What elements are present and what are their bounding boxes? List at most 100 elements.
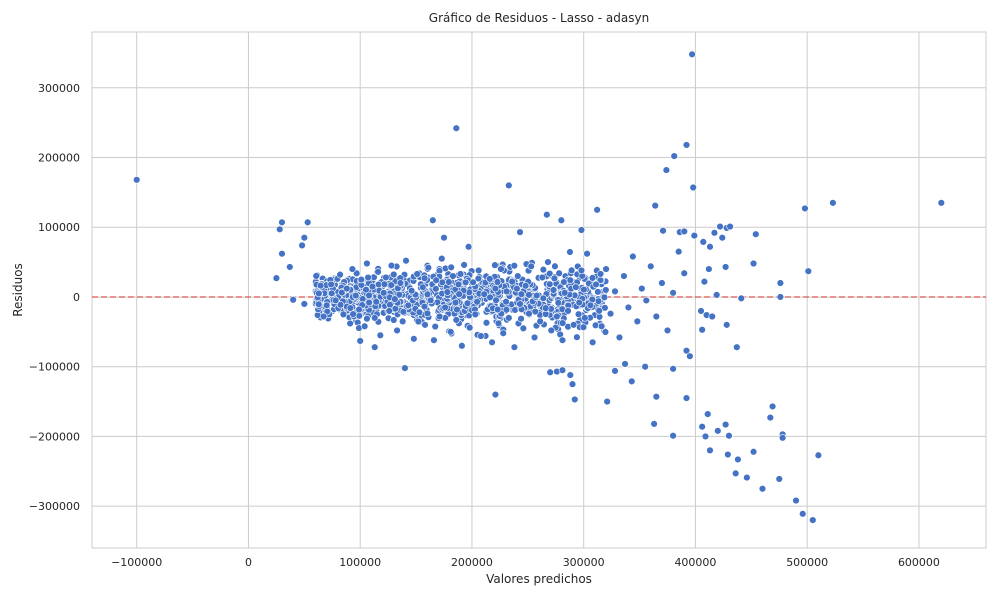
scatter-point — [680, 227, 688, 236]
x-tick-label: 500000 — [786, 556, 828, 569]
scatter-point — [682, 346, 691, 355]
scatter-point — [474, 266, 483, 275]
scatter-point — [469, 278, 477, 287]
scatter-point — [510, 262, 519, 270]
scatter-point — [451, 298, 460, 307]
scatter-point — [454, 280, 463, 289]
scatter-point — [363, 314, 371, 323]
scatter-point — [778, 434, 787, 442]
scatter-point — [303, 218, 312, 227]
x-tick-label: 200000 — [451, 556, 493, 569]
scatter-point — [580, 285, 588, 294]
scatter-point — [558, 336, 567, 344]
scatter-point — [525, 291, 533, 299]
scatter-point — [355, 305, 363, 314]
scatter-point — [357, 275, 366, 284]
scatter-point — [390, 316, 398, 324]
scatter-point — [435, 312, 444, 321]
scatter-point — [575, 298, 583, 307]
scatter-point — [410, 335, 418, 343]
scatter-point — [452, 124, 461, 132]
scatter-point — [379, 289, 388, 297]
scatter-point — [776, 293, 785, 301]
scatter-point — [390, 270, 398, 279]
y-tick-label: −200000 — [29, 430, 80, 443]
scatter-point — [365, 298, 373, 307]
scatter-point — [494, 319, 503, 328]
chart-title: Gráfico de Residuos - Lasso - adasyn — [429, 11, 649, 25]
scatter-point — [809, 516, 817, 524]
scatter-point — [624, 303, 633, 312]
scatter-point — [775, 475, 783, 483]
scatter-point — [473, 298, 481, 306]
scatter-point — [346, 304, 355, 312]
scatter-point — [420, 274, 429, 282]
scatter-point — [432, 276, 440, 284]
scatter-point — [391, 295, 399, 303]
scatter-point — [593, 206, 601, 214]
scatter-point — [447, 328, 455, 336]
scatter-point — [542, 304, 550, 312]
scatter-point — [594, 297, 603, 305]
x-tick-label: 400000 — [674, 556, 716, 569]
scatter-point — [491, 390, 500, 399]
scatter-point — [682, 141, 691, 149]
scatter-point — [706, 243, 714, 251]
scatter-point — [514, 272, 522, 280]
scatter-point — [560, 278, 568, 286]
scatter-point — [499, 329, 507, 337]
scatter-point — [574, 310, 583, 318]
scatter-point — [502, 306, 511, 314]
scatter-point — [402, 257, 410, 265]
scatter-point — [633, 317, 642, 326]
scatter-point — [700, 277, 709, 286]
scatter-point — [527, 262, 535, 270]
scatter-point — [801, 204, 809, 213]
scatter-point — [421, 321, 429, 329]
scatter-point — [597, 322, 606, 330]
scatter-point — [429, 216, 437, 224]
scatter-point — [386, 301, 394, 309]
scatter-point — [322, 301, 331, 310]
scatter-point — [549, 286, 558, 294]
scatter-point — [571, 395, 579, 404]
scatter-point — [651, 201, 659, 210]
scatter-point — [300, 234, 309, 242]
scatter-point — [480, 290, 488, 298]
scatter-point — [752, 230, 760, 238]
scatter-point — [539, 265, 548, 274]
scatter-point — [363, 259, 371, 268]
scatter-point — [583, 250, 591, 258]
scatter-point — [349, 310, 357, 318]
x-tick-labels: −100000 0 100000 200000 300000 400000 500000 60… — [111, 556, 940, 569]
scatter-point — [371, 314, 379, 322]
scatter-point — [701, 432, 710, 441]
scatter-point — [312, 272, 320, 280]
scatter-point — [712, 291, 721, 299]
scatter-point — [278, 218, 286, 227]
scatter-point — [568, 380, 577, 388]
y-tick-label: 0 — [73, 291, 80, 304]
scatter-point — [530, 333, 539, 342]
scatter-point — [387, 261, 396, 270]
scatter-point — [586, 301, 595, 310]
scatter-point — [327, 280, 335, 289]
scatter-point — [414, 317, 423, 326]
scatter-point — [502, 298, 510, 306]
scatter-point — [456, 270, 465, 278]
scatter-point — [698, 326, 706, 334]
scatter-point — [365, 291, 373, 300]
scatter-point — [474, 274, 483, 283]
scatter-point — [594, 288, 602, 296]
scatter-point — [440, 234, 448, 242]
scatter-points — [133, 50, 945, 524]
scatter-point — [766, 413, 775, 422]
scatter-point — [718, 234, 726, 242]
scatter-point — [689, 183, 697, 192]
scatter-point — [493, 278, 502, 286]
scatter-point — [663, 326, 672, 335]
scatter-point — [749, 448, 758, 456]
scatter-point — [829, 199, 837, 207]
scatter-point — [430, 336, 438, 344]
scatter-point — [415, 308, 424, 317]
